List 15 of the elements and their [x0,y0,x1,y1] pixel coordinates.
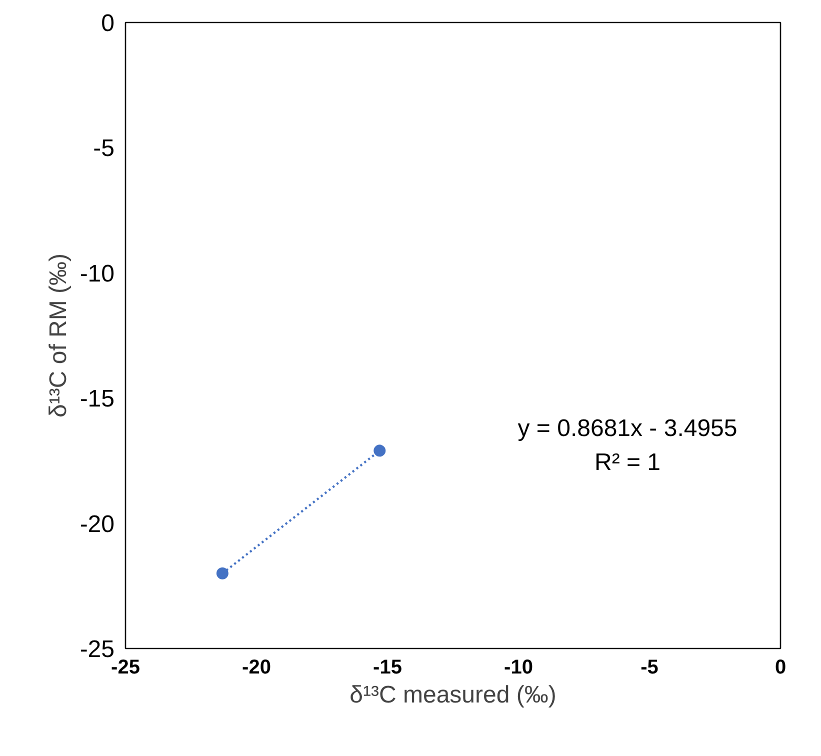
x-tick-label: 0 [774,656,786,678]
y-axis-title: δ¹³C of RM (‰) [44,253,72,418]
y-tick-label: -20 [80,510,114,538]
annotation: y = 0.8681x - 3.4955 [518,415,738,442]
x-tick-label: -5 [640,656,658,678]
annotation: R² = 1 [594,449,661,476]
y-tick-label: -10 [80,260,114,288]
x-axis-title: δ¹³C measured (‰) [350,682,556,708]
x-tick-label: -10 [504,656,533,678]
y-tick-label: -15 [80,386,114,413]
y-tick-label: 0 [101,10,115,37]
x-tick-label: -20 [242,656,271,678]
x-tick-label: -25 [111,656,140,678]
x-tick-label: -15 [373,656,402,678]
y-tick-label: -5 [93,135,115,162]
